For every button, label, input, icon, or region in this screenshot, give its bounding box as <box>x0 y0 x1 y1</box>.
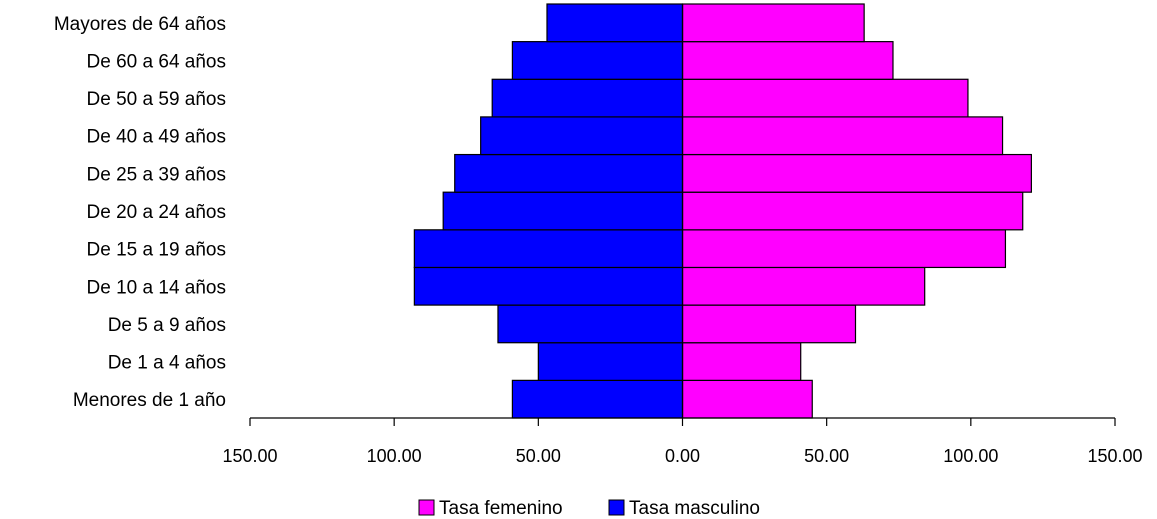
bar-femenino-6 <box>681 153 1032 193</box>
bar-masculino-0 <box>511 379 684 419</box>
category-label: De 40 a 49 años <box>87 127 226 148</box>
bar-femenino-3 <box>681 266 926 306</box>
bar-femenino-4 <box>681 229 1007 269</box>
bar-masculino-7 <box>480 116 684 156</box>
category-label: Mayores de 64 años <box>54 14 226 35</box>
bar-masculino-9 <box>511 41 684 80</box>
bar-masculino-10 <box>546 3 684 43</box>
category-label: De 1 a 4 años <box>108 353 226 374</box>
category-label: Menores de 1 año <box>73 390 226 411</box>
x-tick-label: 0.00 <box>665 446 700 466</box>
x-tick-label: 100.00 <box>367 446 422 466</box>
legend-label: Tasa femenino <box>439 498 563 519</box>
bar-masculino-4 <box>413 229 684 269</box>
category-labels: Menores de 1 año De 1 a 4 años De 5 a 9 añ… <box>54 14 226 411</box>
category-label: De 25 a 39 años <box>87 164 226 185</box>
x-tick-label: 50.00 <box>804 446 849 466</box>
bar-femenino-5 <box>681 191 1024 231</box>
bar-masculino-5 <box>442 191 684 231</box>
legend-swatch-masculino <box>608 499 625 516</box>
legend-label: Tasa masculino <box>629 498 760 519</box>
bar-femenino-2 <box>681 304 857 344</box>
bars-group <box>413 3 1032 419</box>
x-tick-label: 50.00 <box>516 446 561 466</box>
legend: Tasa femenino Tasa masculino <box>418 498 760 519</box>
category-label: De 15 a 19 años <box>87 240 226 261</box>
bar-femenino-8 <box>681 78 969 118</box>
x-tick-label: 100.00 <box>943 446 998 466</box>
bar-femenino-0 <box>681 379 813 419</box>
category-label: De 50 a 59 años <box>87 89 226 110</box>
bar-masculino-3 <box>413 266 684 306</box>
category-label: De 60 a 64 años <box>87 51 226 72</box>
category-label: De 10 a 14 años <box>87 277 226 298</box>
x-tick-label: 150.00 <box>1087 446 1142 466</box>
bar-masculino-1 <box>537 342 684 381</box>
category-label: De 5 a 9 años <box>108 315 226 336</box>
bar-masculino-2 <box>497 304 684 344</box>
bar-femenino-7 <box>681 116 1004 156</box>
bar-masculino-6 <box>454 153 684 193</box>
x-tick-label: 150.00 <box>222 446 277 466</box>
x-axis: 150.00 100.00 50.00 0.00 50.00 100.00 150.00 <box>222 4 1143 466</box>
category-label: De 20 a 24 años <box>87 202 226 223</box>
bar-femenino-1 <box>681 342 802 381</box>
bar-femenino-9 <box>681 41 894 80</box>
legend-swatch-femenino <box>418 499 435 516</box>
bar-masculino-8 <box>491 78 684 118</box>
bar-femenino-10 <box>681 3 865 43</box>
